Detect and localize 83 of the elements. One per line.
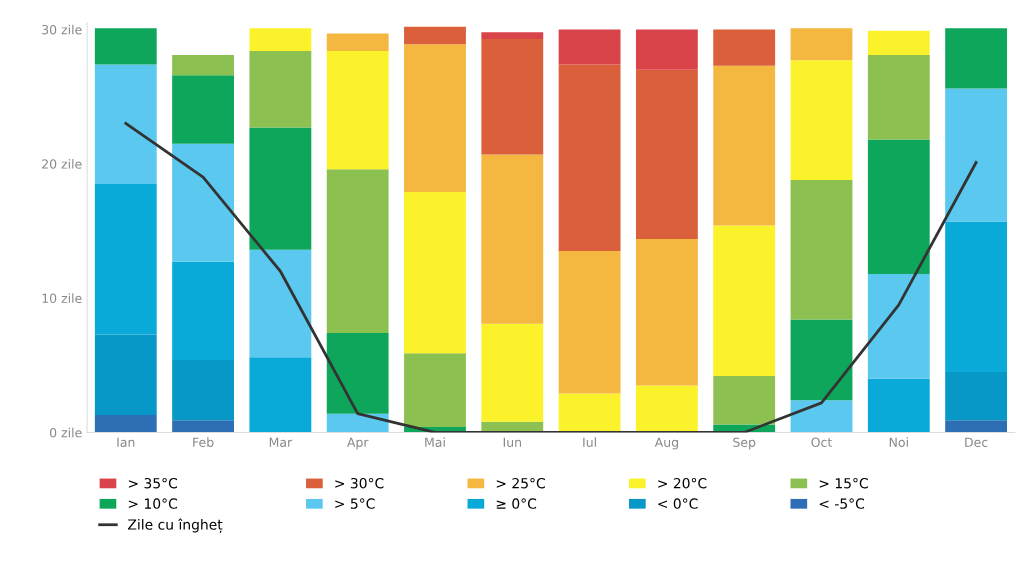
bar (404, 192, 466, 354)
line-series (124, 122, 978, 433)
x-tick-label: Ian (117, 437, 135, 447)
bar (172, 261, 234, 360)
bar (867, 139, 930, 274)
bar (94, 64, 157, 184)
legend-label: > 20°C (658, 477, 707, 489)
bar (326, 50, 389, 170)
x-tick-label: Feb (193, 437, 214, 447)
bar (481, 32, 544, 39)
bar (867, 378, 930, 433)
bar (404, 44, 466, 192)
x-tick-label: Iul (583, 437, 596, 447)
bar (867, 273, 930, 379)
bar (404, 353, 466, 428)
bar (249, 249, 312, 358)
y-tick-label: 10 zile (42, 293, 82, 304)
bar (481, 38, 544, 155)
x-tick-label: Mar (269, 437, 293, 447)
legend-label: > 5°C (335, 498, 375, 509)
bar (558, 29, 621, 65)
bar (249, 28, 312, 51)
bar (945, 420, 1008, 433)
bar (326, 333, 389, 414)
bar (945, 221, 1008, 372)
bar (635, 385, 698, 433)
legend-label: > 25°C (496, 477, 545, 489)
x-tick-label: Aug (654, 437, 678, 450)
bar (481, 154, 544, 324)
bar (172, 55, 234, 76)
bar (172, 359, 234, 421)
bar (558, 64, 621, 252)
legend-label: > 15°C (819, 477, 868, 489)
legend-label: > 30°C (335, 477, 384, 489)
x-tick-label: Sep (733, 437, 756, 450)
bar (94, 183, 157, 335)
bar (94, 414, 157, 433)
bar (404, 26, 466, 45)
bar (790, 400, 853, 433)
bar (635, 69, 698, 240)
x-tick-label: Oct (811, 437, 832, 447)
x-tick-label: Dec (965, 437, 988, 447)
y-tick-label: 30 zile (42, 24, 82, 35)
bar (713, 376, 776, 425)
bar (713, 29, 776, 66)
legend-label: ≥ 0°C (496, 498, 537, 509)
legend-label: > 10°C (128, 498, 178, 509)
bar (94, 28, 157, 65)
bar (867, 30, 930, 55)
bar (867, 55, 930, 140)
legend-label: Zile cu îngheț (128, 518, 223, 533)
bar (326, 169, 389, 334)
bar (790, 179, 853, 320)
legend-label: > 35°C (128, 477, 178, 489)
bar (790, 60, 853, 180)
y-tick-label: 0 zile (49, 427, 82, 438)
bar (945, 88, 1008, 222)
bar (326, 33, 389, 51)
bar (635, 29, 698, 70)
bar (558, 393, 621, 433)
bar (790, 319, 853, 401)
x-tick-label: Iun (503, 437, 521, 447)
bar (558, 251, 621, 394)
bar (172, 75, 234, 144)
bar (945, 372, 1008, 421)
bar (713, 225, 776, 377)
legend-label: < -5°C (819, 498, 865, 509)
bar (249, 357, 312, 433)
legend-label: < 0°C (658, 498, 698, 509)
bar (172, 143, 234, 262)
bar (249, 50, 312, 128)
x-tick-label: Noi (889, 437, 908, 447)
y-tick-label: 20 zile (42, 159, 82, 169)
bar (635, 239, 698, 386)
bar (945, 28, 1008, 89)
bar (94, 334, 157, 415)
x-tick-label: Apr (346, 437, 369, 450)
bar (172, 420, 234, 433)
bar (790, 28, 853, 61)
bar (713, 65, 776, 226)
x-tick-label: Mai (425, 437, 445, 447)
bar (249, 127, 312, 250)
bar (481, 323, 544, 422)
